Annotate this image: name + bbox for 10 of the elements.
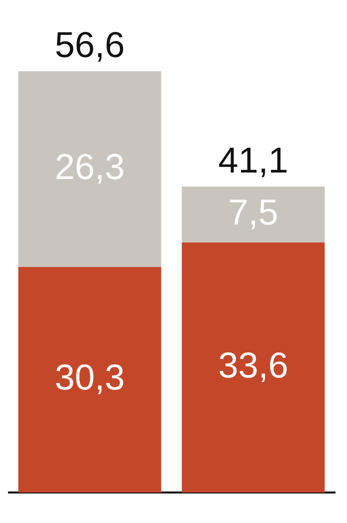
bar <box>18 267 162 493</box>
bar <box>182 242 325 493</box>
data-label: 26,3 <box>54 146 125 188</box>
bar <box>18 71 162 268</box>
data-label: 7,5 <box>228 191 278 232</box>
data-label: 30,3 <box>54 356 125 398</box>
bar <box>182 186 325 242</box>
total-label: 56,6 <box>54 24 125 66</box>
total-label: 41,1 <box>218 140 288 181</box>
data-label: 33,6 <box>218 344 288 386</box>
